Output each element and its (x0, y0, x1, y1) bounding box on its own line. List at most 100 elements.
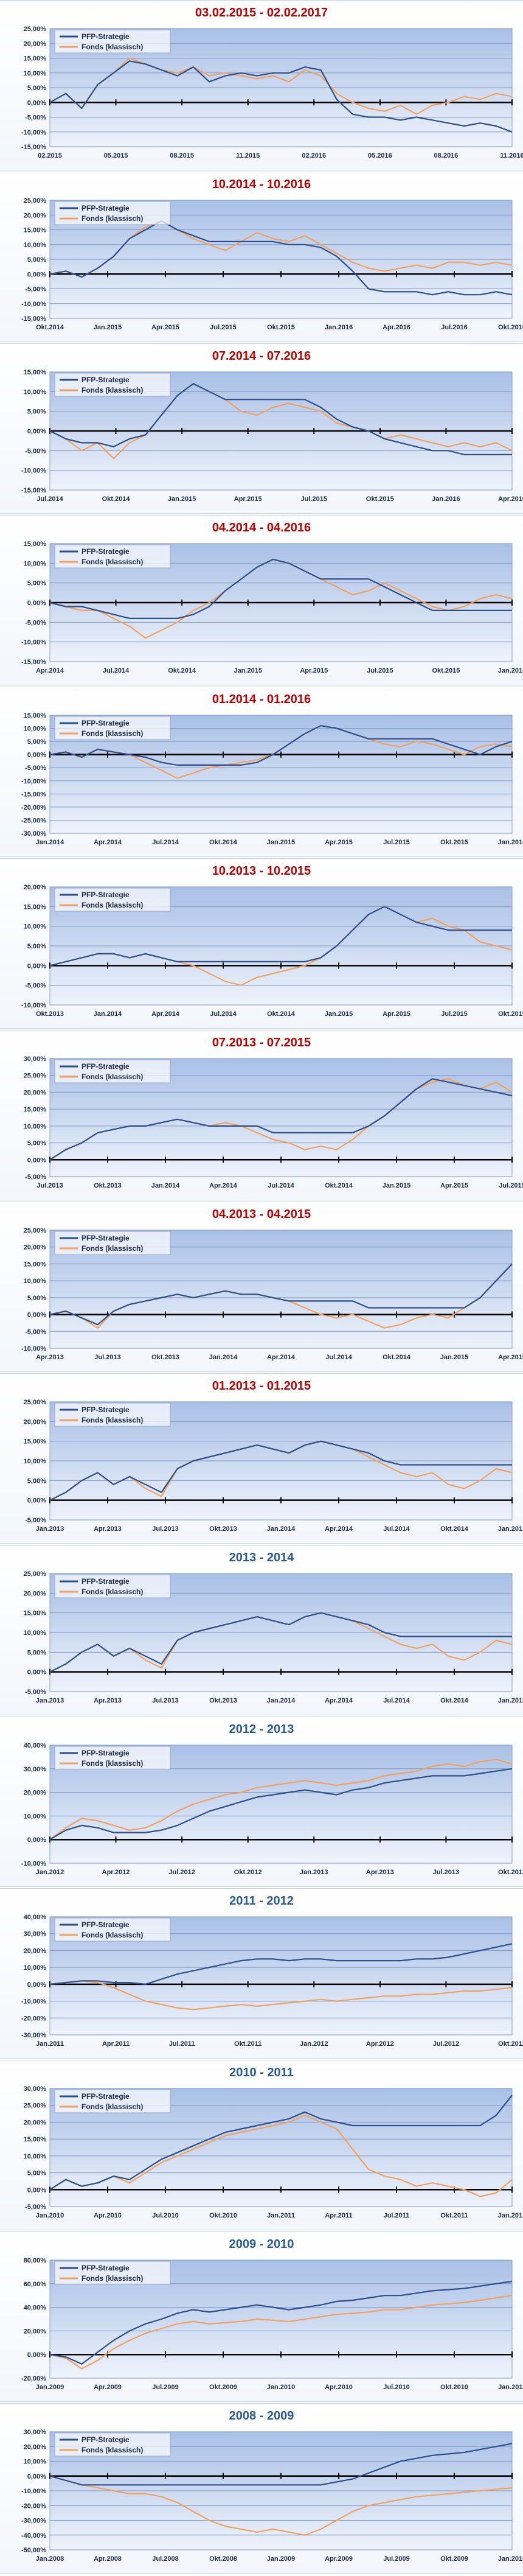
y-tick-label: 10,00% (24, 2153, 47, 2160)
line-chart: 04.2014 - 04.2016 15,00% 10,00% 5,00% 0,00% -… (21, 521, 523, 674)
x-tick-label: Jul.2015 (210, 324, 236, 331)
x-tick-label: Jul.2012 (168, 1869, 195, 1876)
series-line-fonds (49, 2475, 513, 2536)
x-tick-label: Jan.2015 (383, 1182, 410, 1189)
x-tick-label: Jul.2011 (384, 2212, 410, 2219)
y-tick-label: -10,00% (21, 1345, 46, 1353)
chart-title: 07.2013 - 07.2015 (212, 1036, 311, 1049)
y-tick-label: -50,00% (21, 2547, 46, 2554)
y-tick-label: 40,00% (24, 2305, 47, 2312)
chart-panel: 2013 - 2014 25,00% 20,00% 15,00% 10,00% 5,00%… (0, 1545, 523, 1715)
x-tick-label: Jan.2010 (498, 2555, 523, 2563)
legend-box (54, 887, 171, 912)
x-tick-label: Jul.2014 (325, 1354, 352, 1361)
x-tick-label: Apr.2009 (325, 2555, 353, 2563)
y-tick-label: 20,00% (24, 2443, 47, 2451)
x-tick-label: Apr.2014 (325, 1525, 353, 1533)
x-tick-label: Apr.2015 (300, 667, 328, 674)
y-tick-label: -30,00% (21, 2032, 46, 2039)
x-tick-label: Jan.2011 (498, 2384, 523, 2391)
y-tick-label: 40,00% (24, 1914, 47, 1921)
y-tick-label: 20,00% (24, 40, 47, 47)
chart-title: 2011 - 2012 (229, 1894, 294, 1908)
legend-label-pfp: PFP-Strategie (81, 891, 130, 899)
x-tick-label: 11.2015 (236, 152, 260, 159)
x-tick-label: Okt.2014 (209, 839, 238, 846)
line-chart: 2008 - 2009 30,00% 20,00% 10,00% 0,00% -10,00… (21, 2409, 523, 2563)
x-tick-label: Okt.2013 (498, 1869, 523, 1876)
x-tick-label: Okt.2013 (209, 1525, 237, 1533)
series-line-pfp (49, 558, 512, 619)
line-chart: 07.2014 - 07.2016 15,00% 10,00% 5,00% 0,00% -… (21, 349, 523, 503)
y-tick-label: 5,00% (27, 256, 46, 264)
x-tick-label: Okt.2015 (440, 839, 468, 846)
series-line-pfp (49, 906, 512, 967)
x-tick-label: 02.2016 (302, 152, 326, 159)
legend-label-pfp: PFP-Strategie (81, 1749, 130, 1757)
x-tick-label: Jul.2014 (383, 1697, 410, 1704)
legend-label-fonds: Fonds (klassisch) (81, 214, 143, 223)
y-tick-label: 20,00% (24, 884, 47, 891)
x-tick-label: Jan.2012 (498, 2212, 523, 2219)
chart-panel: 2010 - 2011 30,00% 25,00% 20,00% 15,00% 10,00… (0, 2060, 523, 2230)
series-line-pfp (49, 2280, 513, 2365)
series-line-pfp (49, 1612, 512, 1673)
x-tick-label: Apr.2011 (102, 2040, 130, 2048)
y-tick-label: 10,00% (24, 1629, 47, 1637)
legend-label-fonds: Fonds (klassisch) (81, 1073, 143, 1081)
x-tick-label: Jan.2015 (325, 1010, 353, 1018)
y-tick-label: 5,00% (27, 408, 46, 416)
y-tick-label: -10,00% (21, 1998, 46, 2006)
x-tick-label: Okt.2010 (209, 2212, 237, 2219)
x-tick-label: Jan.2016 (432, 495, 460, 503)
y-tick-label: 10,00% (24, 1458, 47, 1465)
chart-title: 10.2013 - 10.2015 (212, 864, 311, 878)
y-tick-label: 20,00% (24, 1790, 47, 1797)
y-tick-label: -5,00% (25, 286, 46, 293)
y-tick-label: -10,00% (21, 301, 46, 308)
x-tick-label: Apr.2008 (94, 2555, 122, 2563)
y-tick-label: 30,00% (24, 1055, 47, 1063)
x-tick-label: Jan.2014 (94, 1010, 122, 1018)
y-tick-label: 10,00% (24, 1813, 47, 1820)
legend-box (54, 373, 171, 397)
x-tick-label: Jul.2015 (367, 667, 393, 674)
y-tick-label: 0,00% (27, 428, 46, 435)
y-tick-label: 25,00% (24, 197, 47, 205)
line-chart: 2013 - 2014 25,00% 20,00% 15,00% 10,00% 5,00%… (24, 1551, 523, 1704)
y-tick-label: -15,00% (21, 144, 46, 151)
x-tick-label: Jan.2013 (36, 1525, 64, 1533)
x-tick-label: Apr.2015 (383, 1010, 410, 1018)
x-tick-label: Jul.2015 (383, 839, 409, 846)
line-chart: 01.2013 - 01.2015 25,00% 20,00% 15,00% 10,00… (24, 1379, 523, 1533)
y-tick-label: 5,00% (27, 2170, 46, 2177)
y-tick-label: 25,00% (24, 2102, 47, 2110)
series-line-fonds (49, 1980, 513, 2011)
y-tick-label: -30,00% (21, 830, 46, 838)
y-tick-label: 15,00% (24, 712, 47, 719)
x-tick-label: Apr.2013 (94, 1525, 122, 1533)
x-tick-label: Apr.2013 (36, 1354, 64, 1361)
y-tick-label: 0,00% (27, 271, 46, 278)
chart-panel: 10.2014 - 10.2016 25,00% 20,00% 15,00% 10,00… (0, 172, 523, 342)
x-tick-label: Apr.2015 (151, 324, 179, 331)
chart-title: 03.02.2015 - 02.02.2017 (195, 6, 328, 19)
x-tick-label: Jul.2008 (152, 2555, 178, 2563)
y-tick-label: 60,00% (24, 2281, 47, 2288)
series-line-pfp (49, 383, 512, 455)
x-tick-label: Okt.2010 (440, 2384, 468, 2391)
chart-title: 04.2013 - 04.2015 (212, 1208, 311, 1221)
x-tick-label: Okt.2015 (498, 1010, 523, 1018)
x-tick-label: Jan.2014 (209, 1354, 238, 1361)
y-tick-label: 20,00% (24, 1947, 47, 1955)
x-tick-label: Apr.2013 (94, 1697, 122, 1704)
x-tick-label: Okt.2012 (498, 2040, 523, 2048)
chart-title: 2008 - 2009 (229, 2409, 294, 2423)
x-tick-label: Okt.2009 (209, 2384, 237, 2391)
legend-label-fonds: Fonds (klassisch) (81, 1416, 143, 1424)
series-line-pfp (49, 1440, 512, 1501)
line-chart: 2011 - 2012 40,00% 30,00% 20,00% 10,00% 0,00%… (21, 1894, 523, 2048)
y-tick-label: 10,00% (24, 1964, 47, 1972)
y-tick-label: 30,00% (24, 2085, 47, 2093)
x-tick-label: Apr.2014 (151, 1010, 180, 1018)
